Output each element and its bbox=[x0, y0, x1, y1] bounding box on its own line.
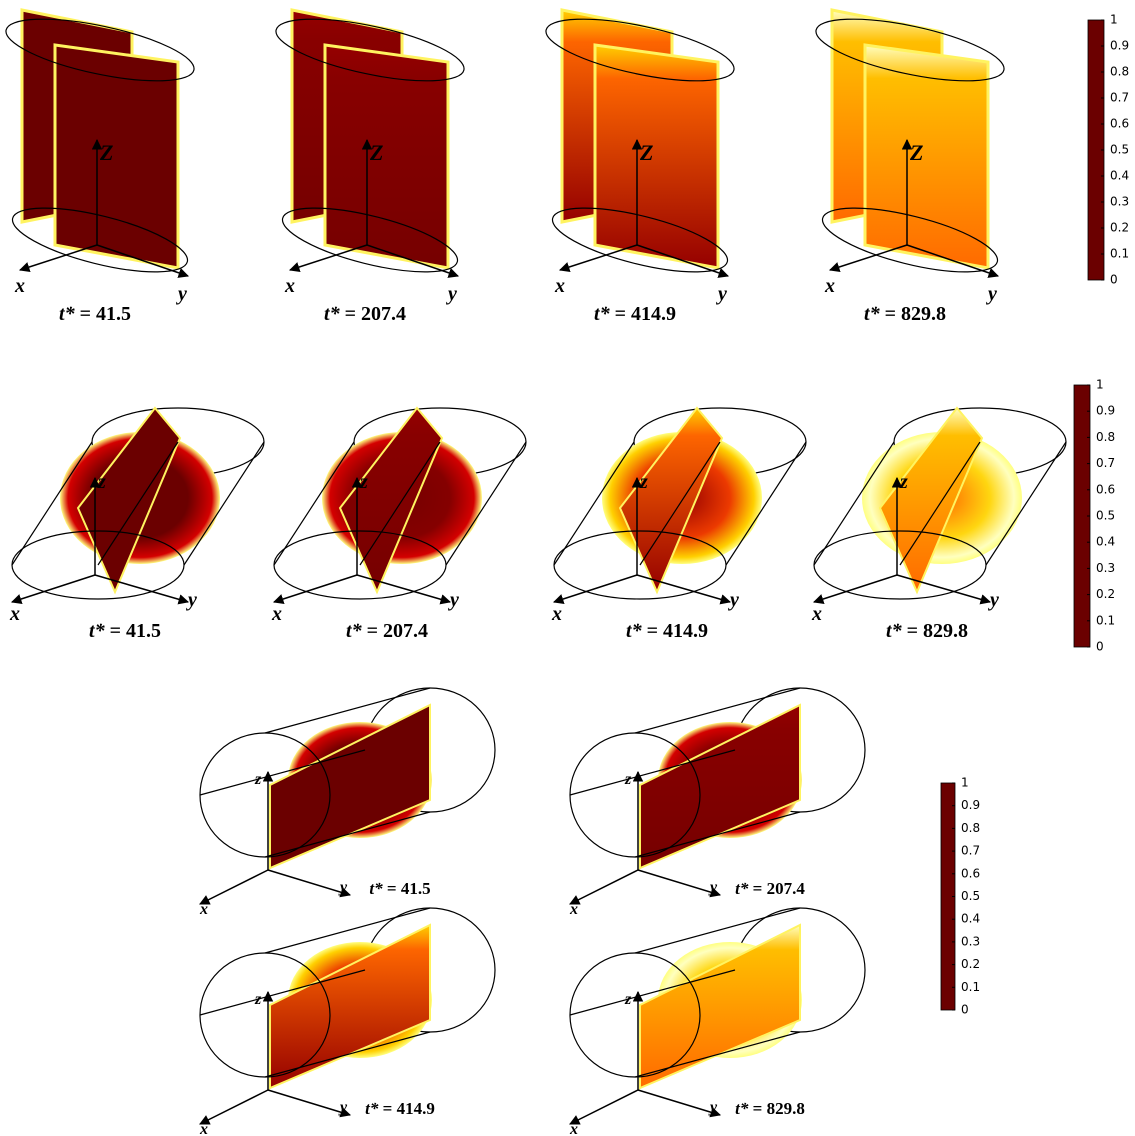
time-label: t* = 41.5 bbox=[369, 879, 430, 898]
time-label: t* = 41.5 bbox=[89, 620, 161, 642]
colorbar-tick-label: 0.9 bbox=[1110, 39, 1129, 53]
axis-label: y bbox=[176, 283, 187, 305]
colorbar-tick-label: 0.5 bbox=[1096, 509, 1115, 523]
plane bbox=[595, 45, 718, 268]
colorbar-tick-label: 0.9 bbox=[961, 798, 980, 812]
axis-label: x bbox=[569, 901, 578, 918]
axis-label: x bbox=[284, 275, 295, 297]
colorbar-tick-label: 0.8 bbox=[961, 821, 980, 835]
colorbar-tick-label: 0.3 bbox=[961, 934, 980, 948]
time-label: t* = 41.5 bbox=[59, 303, 131, 325]
axis-label: Z bbox=[909, 140, 923, 165]
axis-label: z bbox=[624, 991, 632, 1008]
axis-label: y bbox=[446, 283, 457, 305]
colorbar-tick-label: 0.1 bbox=[1110, 247, 1129, 261]
axis-label: z bbox=[359, 471, 368, 493]
time-label: t* = 829.8 bbox=[886, 620, 968, 642]
colorbar-tick-label: 0.4 bbox=[1096, 535, 1115, 549]
axis-label: y bbox=[988, 589, 999, 611]
axis-label: x bbox=[824, 275, 835, 297]
axis-label: x bbox=[811, 603, 822, 625]
axis-label: Z bbox=[369, 140, 383, 165]
colorbar-tick-label: 0.2 bbox=[1096, 587, 1115, 601]
axis-label: y bbox=[708, 879, 718, 896]
colorbar-tick-label: 1 bbox=[1096, 378, 1104, 392]
colorbar-tick-label: 0.6 bbox=[961, 866, 980, 880]
time-label: t* = 207.4 bbox=[324, 303, 406, 325]
axis-label: z bbox=[899, 471, 908, 493]
axis-label: y bbox=[448, 589, 459, 611]
axis-label: y bbox=[728, 589, 739, 611]
plane bbox=[865, 45, 988, 268]
axis-label: z bbox=[254, 991, 262, 1008]
time-label: t* = 414.9 bbox=[365, 1099, 435, 1118]
axis-label: Z bbox=[99, 140, 113, 165]
colorbar-tick-label: 1 bbox=[1110, 13, 1118, 27]
time-label: t* = 829.8 bbox=[735, 1099, 805, 1118]
colorbar-tick-label: 0.1 bbox=[1096, 613, 1115, 627]
axis-label: y bbox=[338, 1099, 348, 1116]
axis-label: x bbox=[569, 1121, 578, 1136]
axis-label: Z bbox=[639, 140, 653, 165]
axis-label: z bbox=[639, 471, 648, 493]
axis-label: z bbox=[254, 771, 262, 788]
time-label: t* = 207.4 bbox=[735, 879, 805, 898]
colorbar-tick-label: 0.1 bbox=[961, 980, 980, 994]
colorbar-tick-label: 0 bbox=[961, 1003, 969, 1017]
colorbar-tick-label: 0.7 bbox=[1110, 91, 1129, 105]
time-label: t* = 414.9 bbox=[594, 303, 676, 325]
colorbar-tick-label: 0.8 bbox=[1110, 65, 1129, 79]
axis-label: y bbox=[338, 879, 348, 896]
axis-label: x bbox=[14, 275, 25, 297]
colorbar-tick-label: 0.4 bbox=[1110, 169, 1129, 183]
axis-label: x bbox=[199, 1121, 208, 1136]
plane bbox=[55, 45, 178, 268]
colorbar-tick-label: 0.3 bbox=[1096, 561, 1115, 575]
colorbar-tick-label: 1 bbox=[961, 776, 969, 790]
colorbar-tick-label: 0.9 bbox=[1096, 404, 1115, 418]
axis-label: z bbox=[97, 471, 106, 493]
time-label: t* = 829.8 bbox=[864, 303, 946, 325]
axis-label: x bbox=[271, 603, 282, 625]
colorbar-tick-label: 0.7 bbox=[1096, 456, 1115, 470]
axis-label: y bbox=[708, 1099, 718, 1116]
colorbar-tick-label: 0.5 bbox=[1110, 143, 1129, 157]
colorbar-tick-label: 0.6 bbox=[1096, 482, 1115, 496]
colorbar-tick-label: 0 bbox=[1110, 273, 1118, 287]
colorbar-tick-label: 0.2 bbox=[1110, 221, 1129, 235]
axis-label: x bbox=[199, 901, 208, 918]
colorbar-tick-label: 0.4 bbox=[961, 912, 980, 926]
colorbar-tick-label: 0.7 bbox=[961, 844, 980, 858]
colorbar-tick-label: 0.2 bbox=[961, 957, 980, 971]
plane bbox=[325, 45, 448, 268]
colorbar-tick-label: 0.5 bbox=[961, 889, 980, 903]
axis-label: x bbox=[551, 603, 562, 625]
colorbar-tick-label: 0.3 bbox=[1110, 195, 1129, 209]
colorbar-tick-label: 0 bbox=[1096, 640, 1104, 654]
axis-label: y bbox=[716, 283, 727, 305]
colorbar-tick-label: 0.6 bbox=[1110, 117, 1129, 131]
axis-label: x bbox=[554, 275, 565, 297]
figure: Zx y t* = 41.5 Zx y t* = 207.4 Zx y t* = 414.9 Zx… bbox=[0, 0, 1135, 1136]
time-label: t* = 414.9 bbox=[626, 620, 708, 642]
axis-label: x bbox=[9, 603, 20, 625]
colorbar-tick-label: 0.8 bbox=[1096, 430, 1115, 444]
axis-label: y bbox=[186, 589, 197, 611]
axis-label: y bbox=[986, 283, 997, 305]
time-label: t* = 207.4 bbox=[346, 620, 428, 642]
axis-label: z bbox=[624, 771, 632, 788]
